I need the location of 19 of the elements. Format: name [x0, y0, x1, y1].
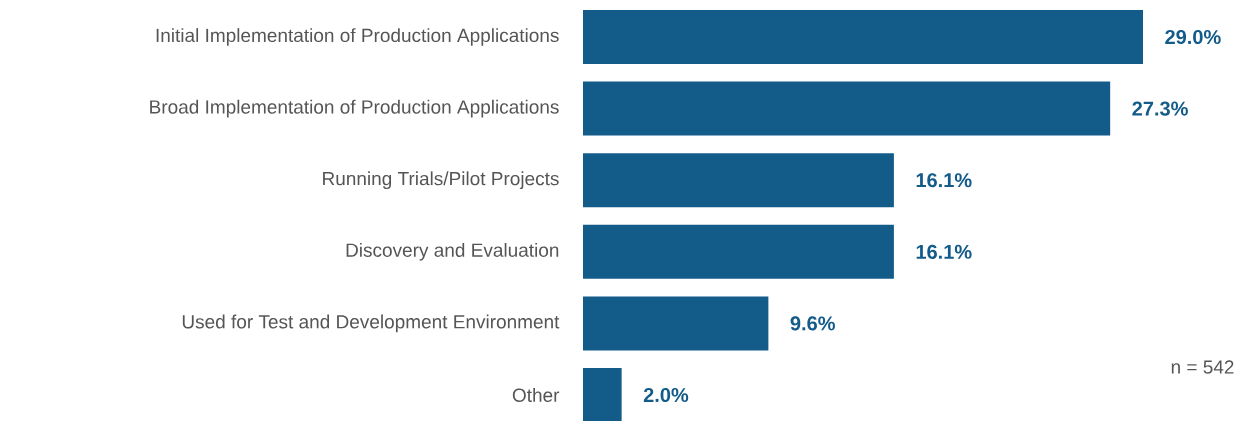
text: n = 542: [1171, 360, 1234, 374]
data-label: 16.1%: [916, 173, 972, 188]
bar: [583, 81, 1111, 136]
bar: [583, 153, 894, 208]
y-tick-label: Discovery and Evaluation: [346, 242, 559, 261]
y-tick-label: Broad Implementation of Production Applications: [150, 99, 559, 118]
data-label: 9.6%: [790, 316, 835, 331]
data-label: 27.3%: [1132, 101, 1188, 116]
data-label: 16.1%: [916, 244, 972, 259]
bar: [583, 368, 622, 421]
bar: [583, 296, 769, 351]
y-tick-label: Initial Implementation of Production Applications: [156, 28, 559, 46]
bar: [583, 224, 894, 279]
data-label: 2.0%: [643, 387, 689, 403]
data-label: 29.0%: [1165, 29, 1221, 45]
bar: [583, 10, 1144, 65]
y-tick-label: Used for Test and Development Environment: [182, 314, 560, 333]
y-tick-label: Other: [512, 388, 560, 402]
y-tick-label: Running Trials/Pilot Projects: [323, 171, 559, 190]
